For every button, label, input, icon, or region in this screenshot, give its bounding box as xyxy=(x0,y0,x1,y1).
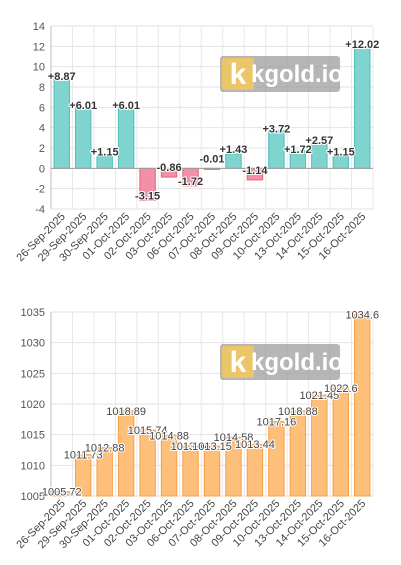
bar xyxy=(160,434,178,497)
y-tick-label: -4 xyxy=(35,204,45,216)
bar xyxy=(117,410,135,497)
data-label: 1018.89 xyxy=(106,406,146,418)
data-label: +12.02 xyxy=(345,39,379,51)
bar xyxy=(268,420,285,497)
data-label: 1014.88 xyxy=(149,430,189,442)
bar xyxy=(225,436,242,497)
bar xyxy=(53,77,70,169)
data-label: 1017.16 xyxy=(257,416,297,428)
data-label: +3.72 xyxy=(262,124,290,136)
bar xyxy=(332,387,350,497)
y-tick-label: 0 xyxy=(39,163,45,175)
data-label: -0.01 xyxy=(199,153,224,165)
data-label: +2.57 xyxy=(305,135,333,147)
bar xyxy=(139,429,156,497)
data-label: +1.72 xyxy=(284,144,312,156)
bar xyxy=(96,447,113,497)
y-tick-label: 1010 xyxy=(21,460,45,472)
bar xyxy=(268,130,285,169)
data-label: 1011.73 xyxy=(64,450,103,462)
price-bar-chart: 1005 1010 1015 1020 1025 1030 1035 k kgold.io 100… xyxy=(14,307,380,551)
bar xyxy=(74,106,92,169)
data-label: 1014.58 xyxy=(214,432,254,444)
data-label: +6.01 xyxy=(112,100,140,112)
data-label: +1.15 xyxy=(91,147,119,159)
data-label: +1.15 xyxy=(327,147,355,159)
bar xyxy=(354,45,371,169)
y-tick-label: 4 xyxy=(39,123,45,135)
watermark-text: kgold.io xyxy=(251,349,343,376)
data-label: 1013.15 xyxy=(192,441,232,453)
y-tick-label: 12 xyxy=(33,41,45,53)
y-tick-label: 1015 xyxy=(21,430,45,442)
data-label: +8.87 xyxy=(48,71,76,83)
bar xyxy=(117,106,135,169)
y-tick-label: 1005 xyxy=(21,491,45,503)
bar xyxy=(311,394,328,497)
bar xyxy=(246,443,264,497)
watermark-text: kgold.io xyxy=(251,61,343,88)
data-label: -3.15 xyxy=(135,190,160,202)
bar xyxy=(74,454,92,497)
data-label: 1021.45 xyxy=(299,390,339,402)
data-label: -1.14 xyxy=(242,165,268,177)
data-label: 1012.88 xyxy=(85,443,125,455)
data-label: -0.86 xyxy=(157,162,182,174)
y-tick-label: 2 xyxy=(39,143,45,155)
data-label: 1005.72 xyxy=(42,487,82,499)
bar xyxy=(203,445,221,497)
y-tick-label: -2 xyxy=(35,184,45,196)
bar xyxy=(53,491,70,497)
y-tick-label: 1025 xyxy=(21,368,45,380)
watermark-k-letter: k xyxy=(230,58,247,91)
bar xyxy=(225,153,242,169)
watermark-k-letter: k xyxy=(230,346,247,379)
data-label: -1.72 xyxy=(178,176,203,188)
data-label: 1018.88 xyxy=(278,406,318,418)
data-label: 1015.74 xyxy=(128,425,168,437)
data-label: 1034.6 xyxy=(345,309,379,321)
y-tick-label: 1035 xyxy=(21,307,45,319)
data-label: 1013.44 xyxy=(235,439,275,451)
kgold-watermark-logo: k kgold.io xyxy=(220,56,343,92)
data-label: +6.01 xyxy=(69,100,97,112)
data-label: 1013.16 xyxy=(171,441,211,453)
data-label: 1022.6 xyxy=(324,383,358,395)
y-tick-label: 6 xyxy=(39,102,45,114)
bar xyxy=(182,445,199,497)
y-tick-label: 1020 xyxy=(21,399,45,411)
y-tick-label: 10 xyxy=(33,62,45,74)
data-label: +1.43 xyxy=(220,144,248,156)
kgold-watermark-logo: k kgold.io xyxy=(220,344,343,380)
y-tick-label: 14 xyxy=(33,21,45,33)
y-tick-label: 1030 xyxy=(21,338,45,350)
watermark-k-badge xyxy=(222,346,254,378)
bar xyxy=(289,410,307,497)
y-tick-label: 8 xyxy=(39,82,45,94)
watermark-k-badge xyxy=(222,58,254,90)
bar xyxy=(354,313,371,497)
